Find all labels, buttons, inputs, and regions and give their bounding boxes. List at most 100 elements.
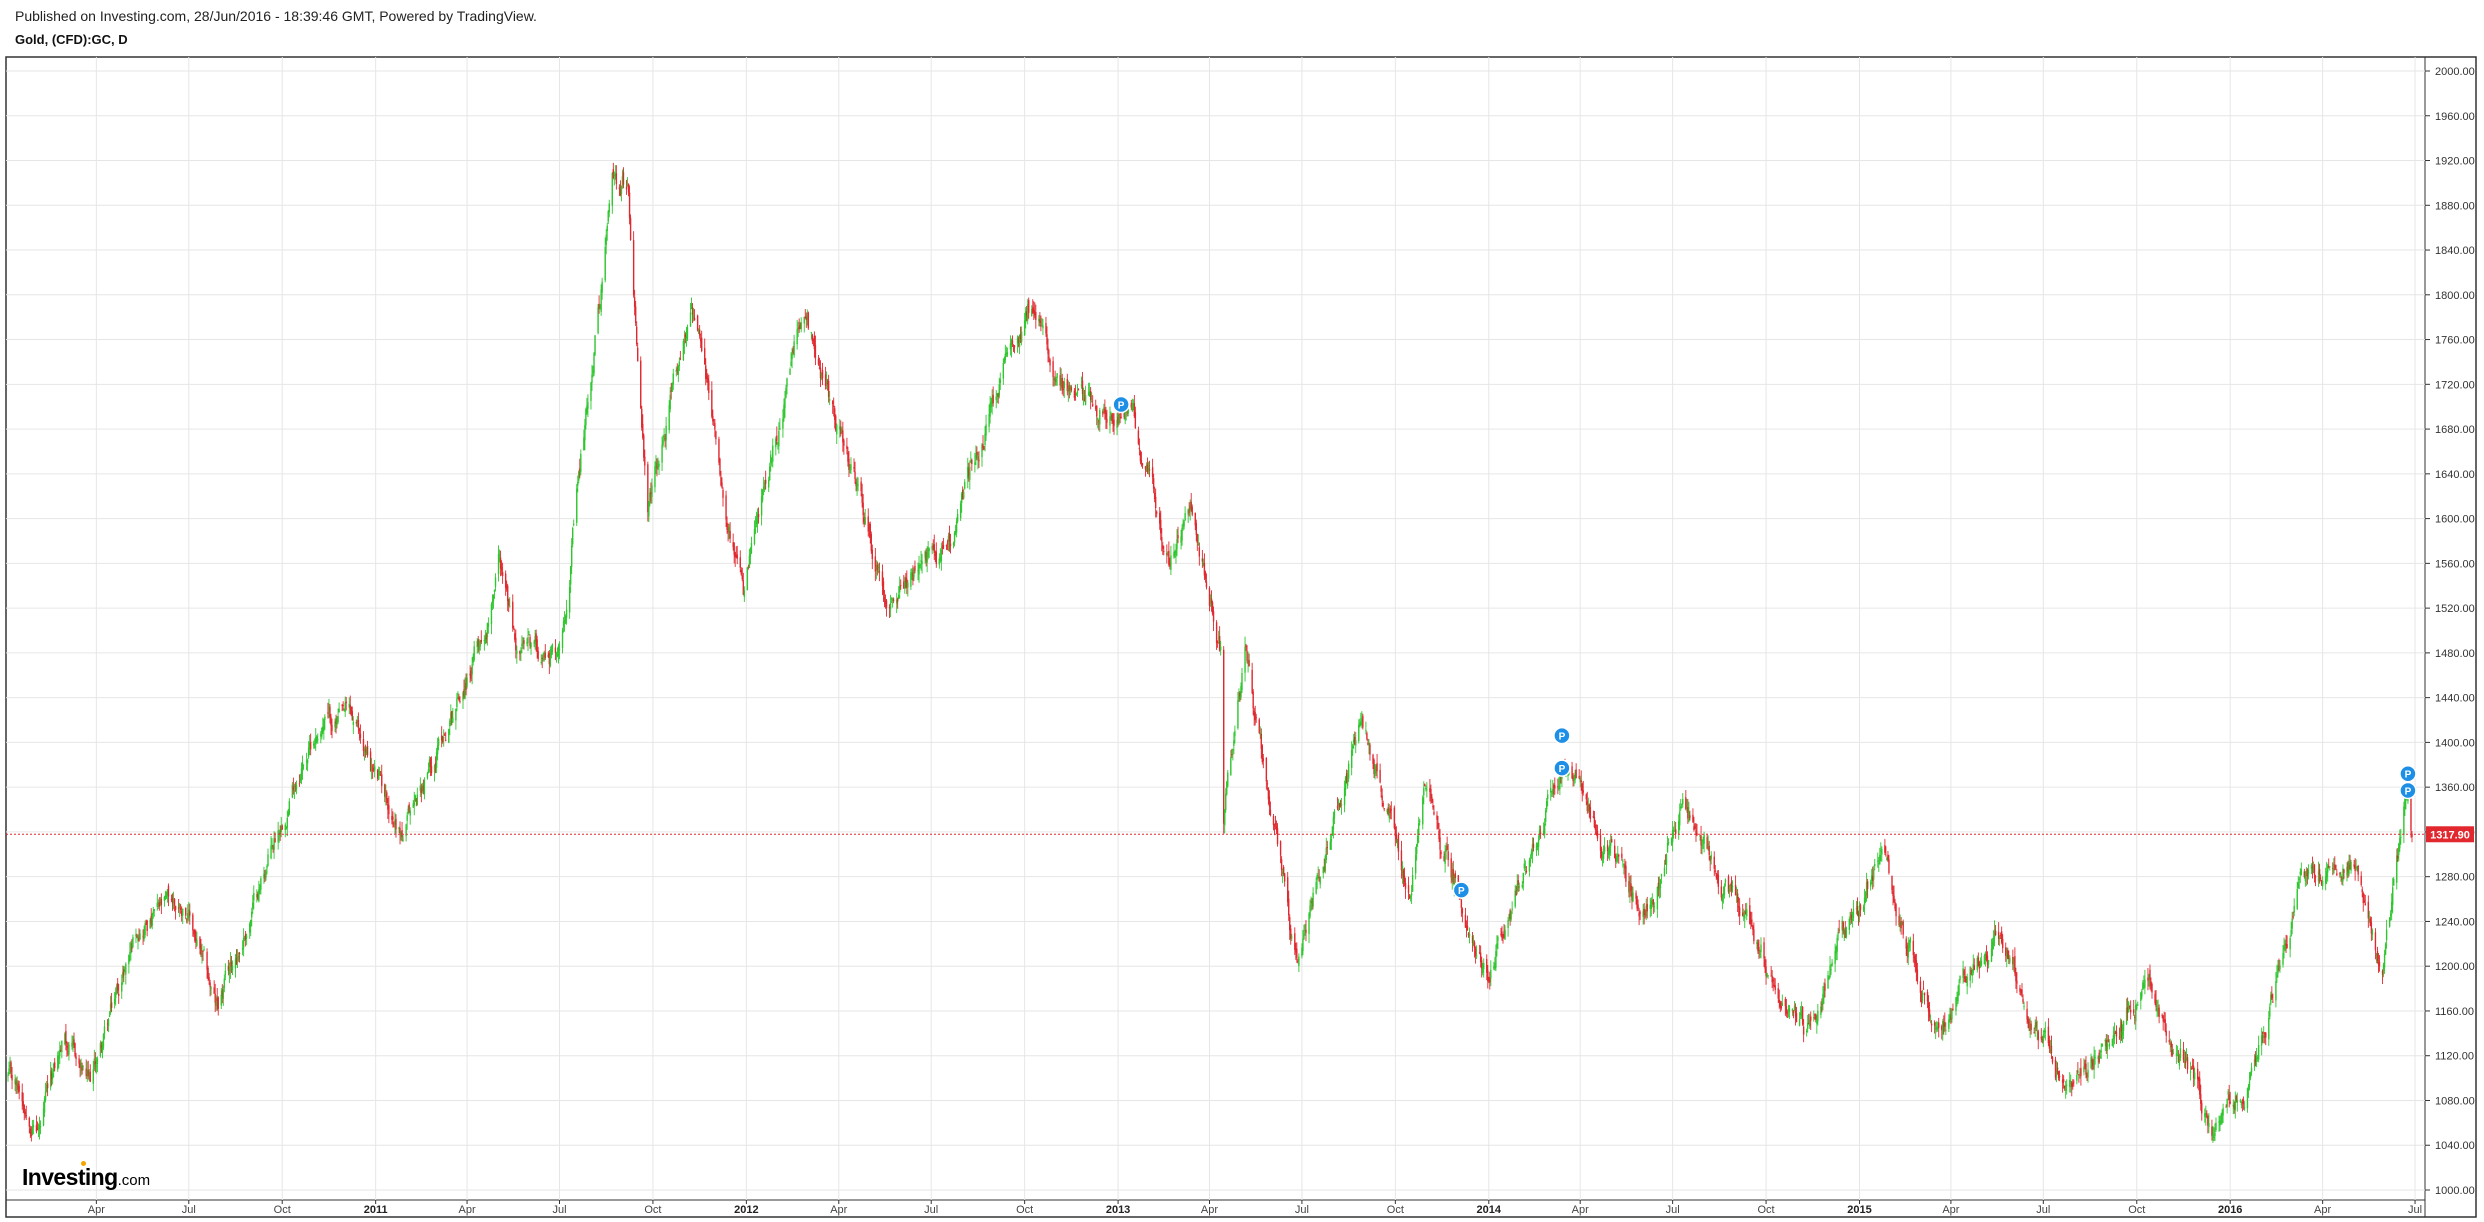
candle-body [2305,871,2308,877]
candle-body [857,484,859,486]
candle-body [1189,505,1191,511]
candle-body [1943,1024,1945,1026]
candle-body [1055,378,1057,383]
candle-body [2286,944,2288,948]
x-tick-label: Apr [88,1204,105,1216]
candle-body [1894,901,1896,909]
candle-body [64,1033,66,1045]
candle-body [284,824,286,830]
candle-body [1993,929,1996,938]
candle-body [910,572,912,587]
candle-body [1204,571,1207,579]
candle-body [1011,340,1014,345]
candle-body [1302,938,1304,952]
candle-body [401,830,403,838]
candle-body [2374,932,2377,951]
x-tick-label: 2013 [1106,1204,1130,1216]
candle-body [519,651,521,654]
x-tick-label: Jul [182,1204,196,1216]
candle-body [1080,384,1083,387]
candle-body [1785,1006,1788,1014]
candle-body [274,838,276,843]
candle-body [400,834,402,836]
candle-body [365,749,368,755]
candle-body [2303,871,2306,877]
candle-body [778,430,780,447]
candle-body [1211,602,1214,614]
event-marker-circle[interactable] [1553,759,1571,777]
candle-body [1137,430,1140,444]
candle-body [108,1015,111,1017]
candle-body [314,746,316,748]
candle-body [121,982,123,992]
candle-body [1298,956,1300,966]
candle-body [1075,393,1078,395]
candle-body [881,571,884,586]
candle-body [1289,917,1291,931]
candle-body [964,481,966,489]
candle-body [1970,970,1972,975]
candle-body [2161,1014,2163,1017]
candle-body [1713,856,1715,869]
candle-body [307,747,310,757]
candle-body [445,739,447,741]
candle-body [1215,622,1218,643]
candle-body [798,327,800,330]
candle-body [210,987,212,989]
candle-body [1010,339,1013,348]
candle-body [2028,1019,2030,1029]
x-tick-label: Jul [924,1204,938,1216]
candle-body [2055,1070,2058,1076]
event-marker-circle[interactable] [2399,764,2417,783]
candle-body [38,1124,41,1130]
candle-body [2192,1066,2195,1079]
candle-body [2142,982,2144,990]
candle-body [1403,875,1406,883]
candle-body [491,601,494,603]
candle-body [792,349,794,353]
event-marker-circle[interactable] [1112,395,1130,414]
candle-body [1018,334,1021,347]
candle-body [2390,901,2393,913]
candle-body [876,564,879,571]
candle-body [1983,955,1986,965]
candle-body [1550,788,1552,793]
candle-body [877,567,880,569]
candle-body [1571,766,1573,779]
candle-body [17,1083,19,1090]
candle-body [790,361,792,367]
candle-body [1535,844,1538,851]
candles [7,162,2413,1143]
candle-body [1443,856,1445,861]
candle-body [1774,985,1776,990]
candle-body [1032,307,1034,313]
candle-body [1809,1019,1811,1027]
candle-body [1929,1020,1932,1022]
candle-body [1091,404,1094,406]
candle-body [903,581,905,589]
x-tick-label: Oct [274,1204,291,1216]
candle-body [2105,1039,2107,1047]
candle-body [1905,938,1907,949]
candle-body [1545,801,1548,810]
candle-body [419,785,422,791]
candle-body [1049,359,1051,366]
candle-body [1906,945,1908,956]
candle-body [655,462,657,466]
candle-body [1618,855,1620,857]
candle-body [1991,941,1994,950]
candle-body [618,187,621,189]
event-marker-circle[interactable] [2399,781,2417,800]
candle-body [919,565,921,567]
candle-body [836,424,838,435]
candle-body [705,365,707,380]
candle-body [669,394,671,410]
event-marker-circle[interactable] [1553,726,1571,745]
candle-body [344,702,346,712]
event-marker-circle[interactable] [1452,881,1471,899]
candle-body [1930,1023,1933,1026]
candle-body [548,653,551,665]
candle-body [971,459,973,465]
